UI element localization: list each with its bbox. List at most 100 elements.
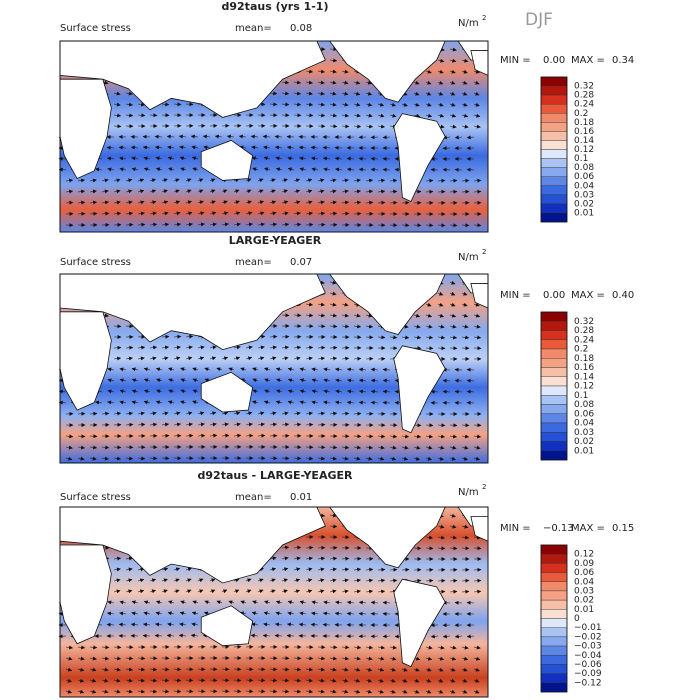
stress-arrow — [401, 335, 410, 340]
stress-arrow — [275, 167, 283, 172]
stress-arrow — [257, 189, 264, 194]
stress-arrow — [293, 556, 301, 561]
stress-arrow — [269, 211, 277, 216]
stress-arrow — [65, 445, 73, 450]
stress-arrow — [329, 113, 338, 118]
stress-arrow — [149, 456, 158, 461]
colorbar-label: 0.16 — [574, 363, 594, 373]
stress-arrow — [353, 102, 361, 107]
land — [328, 40, 446, 103]
stress-arrow — [358, 167, 367, 172]
stress-arrow — [382, 378, 391, 383]
stress-arrow — [377, 456, 385, 461]
land — [59, 40, 326, 118]
colorbar-swatch — [540, 339, 568, 350]
stress-arrow — [113, 556, 122, 561]
colorbar-label: 0.04 — [574, 181, 594, 191]
stress-arrow — [137, 102, 146, 107]
stress-arrow — [323, 167, 331, 172]
stress-arrow — [425, 80, 432, 85]
stress-arrow — [335, 389, 343, 394]
stress-arrow — [119, 367, 127, 372]
stress-arrow — [269, 91, 278, 96]
stress-arrow — [209, 411, 217, 416]
stress-arrow — [269, 345, 277, 350]
stress-arrow — [293, 456, 302, 461]
stress-arrow — [341, 567, 350, 572]
colorbar-label: 0.01 — [574, 446, 594, 456]
stress-arrow — [185, 222, 194, 227]
stress-arrow — [107, 367, 115, 372]
stress-arrow — [101, 445, 110, 450]
units-exponent: 2 — [482, 483, 486, 491]
stress-arrow — [466, 135, 475, 140]
colorbar-swatch — [540, 544, 568, 555]
stress-arrow — [454, 389, 463, 394]
stress-arrow — [353, 200, 362, 205]
stress-arrow — [281, 545, 290, 550]
colorbar-swatch — [540, 609, 568, 619]
stress-arrow — [137, 411, 145, 416]
stress-arrow — [370, 167, 379, 172]
field-label: Surface stress — [60, 492, 131, 503]
stress-arrow — [305, 411, 313, 416]
colorbar-swatch — [540, 553, 568, 564]
stress-arrow — [449, 291, 456, 296]
stress-arrow — [269, 102, 278, 107]
colorbar-swatch — [540, 203, 568, 214]
colorbar-label: 0.08 — [574, 400, 594, 410]
stress-arrow — [161, 356, 169, 361]
stress-arrow — [197, 222, 205, 227]
stress-arrow — [185, 211, 193, 216]
stress-arrow — [346, 400, 355, 405]
stress-arrow — [449, 58, 457, 63]
stress-arrow — [425, 324, 433, 329]
stress-arrow — [353, 178, 361, 183]
colorbar-label: 0.24 — [574, 100, 594, 110]
stress-arrow — [449, 69, 456, 74]
stress-arrow — [293, 211, 301, 216]
stress-arrow — [347, 378, 355, 383]
stress-arrow — [425, 91, 432, 96]
stress-arrow — [95, 167, 103, 172]
stress-arrow — [89, 178, 97, 183]
stress-arrow — [202, 134, 211, 139]
colorbar-label: 0.14 — [574, 372, 594, 382]
stress-arrow — [317, 189, 325, 194]
colorbar-swatch — [540, 404, 568, 414]
stress-arrow — [197, 356, 205, 361]
stress-arrow — [113, 113, 122, 118]
stress-arrow — [263, 145, 271, 150]
colorbar-frame — [540, 311, 568, 461]
stress-arrow — [305, 69, 314, 74]
stress-arrow — [449, 189, 458, 194]
stress-arrow — [131, 167, 139, 172]
stress-arrow — [305, 211, 314, 216]
stress-arrow — [155, 167, 163, 172]
stress-arrow — [311, 389, 319, 394]
stress-arrow — [167, 400, 175, 405]
stress-arrow — [305, 545, 314, 550]
panel: d92taus (yrs 1-1) Surface stress mean= 0.08… — [58, 0, 634, 233]
stress-arrow — [461, 324, 469, 329]
stress-arrow — [137, 113, 146, 118]
stress-arrow — [245, 433, 254, 438]
stress-arrow — [389, 189, 398, 194]
stress-arrow — [413, 80, 420, 85]
stress-arrow — [233, 356, 241, 361]
stress-arrow — [317, 102, 325, 107]
stress-arrow — [180, 378, 187, 383]
stress-arrow — [293, 567, 301, 572]
stress-arrow — [197, 178, 204, 183]
stress-arrow — [449, 434, 458, 439]
stress-arrow — [173, 189, 180, 194]
stress-arrow — [264, 167, 271, 172]
stress-arrow — [143, 167, 151, 172]
stress-arrow — [257, 433, 266, 438]
stress-arrow — [413, 113, 421, 118]
stress-arrow — [168, 389, 175, 394]
stress-arrow — [179, 145, 187, 150]
stress-arrow — [365, 456, 373, 461]
stress-arrow — [173, 102, 182, 107]
colorbar-swatch — [540, 590, 568, 601]
